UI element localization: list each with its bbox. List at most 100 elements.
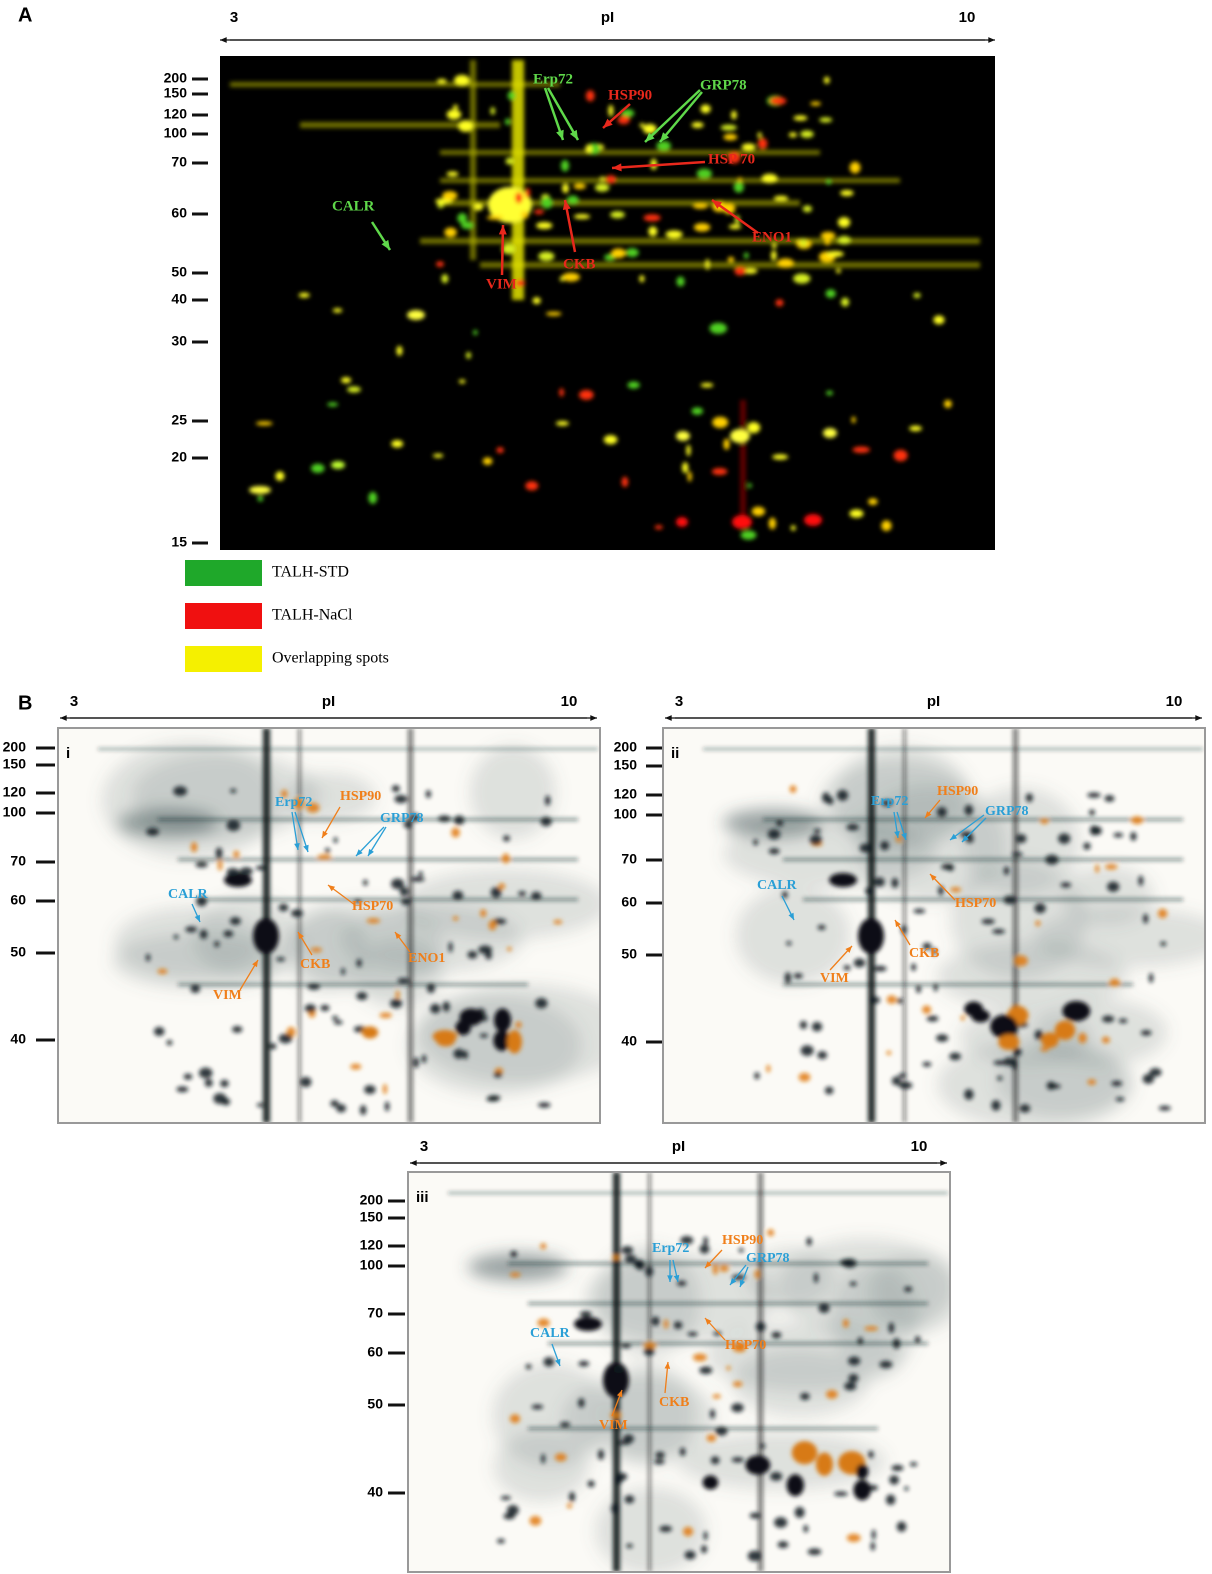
arrow-head <box>556 129 564 140</box>
gel-spot <box>868 498 878 506</box>
gel-spot <box>818 1303 830 1314</box>
gel-spot <box>909 1462 918 1467</box>
gel-spot <box>896 997 903 1004</box>
gel-spot <box>190 841 198 853</box>
gel-spot <box>712 1394 721 1399</box>
gel-spot <box>496 1538 505 1544</box>
mw-label: 40 <box>171 291 187 307</box>
gel-spot <box>782 891 788 899</box>
gel-streak <box>648 1172 651 1572</box>
gel-spot <box>397 977 410 984</box>
gel-spot <box>889 1475 900 1485</box>
gel-spot <box>673 1321 683 1329</box>
gel-spot <box>356 959 362 968</box>
gel-spot <box>848 1374 859 1383</box>
gel-spot <box>473 203 484 211</box>
mw-label: 70 <box>367 1305 383 1321</box>
arrow-head <box>739 1279 746 1287</box>
gel-spot <box>537 1102 551 1108</box>
gel-spot <box>466 351 472 359</box>
gel-spot <box>537 1318 550 1328</box>
gel-spot <box>701 1545 708 1554</box>
gel-spot <box>199 929 208 940</box>
gel-spot <box>786 941 792 946</box>
gel-spot <box>300 1076 312 1088</box>
gel-spot <box>435 261 445 267</box>
gel-spot <box>712 416 729 429</box>
gel-spot <box>740 530 757 540</box>
gel-spot <box>507 946 512 952</box>
gel-spot <box>573 183 586 190</box>
gel-spot <box>815 1452 833 1476</box>
gel-spot <box>327 402 339 407</box>
gel-spot <box>682 1526 694 1537</box>
gel-spot <box>767 829 781 840</box>
gel-spot <box>904 1286 913 1292</box>
gel-spot <box>1011 852 1023 857</box>
gel-spot <box>1113 832 1124 838</box>
gel-spot <box>914 1336 921 1343</box>
gel-spot <box>394 794 408 804</box>
gel-spot <box>255 865 267 871</box>
gel-spot <box>612 1255 620 1260</box>
protein-label: Erp72 <box>871 794 908 809</box>
gel-spot <box>500 1495 511 1501</box>
gel-spot <box>553 919 563 925</box>
gel-spot <box>368 491 378 504</box>
gel-spot <box>493 1071 502 1078</box>
gel-spot <box>738 1248 744 1253</box>
gel-spot <box>774 1517 788 1528</box>
gel-spot <box>317 854 332 860</box>
gel-spot <box>676 431 690 441</box>
gel-spot <box>566 195 579 205</box>
gel-haze-blob <box>723 809 823 837</box>
gel-spot <box>587 1480 595 1488</box>
gel-spot <box>653 1459 665 1465</box>
gel-spot <box>366 918 381 924</box>
gel-band <box>230 82 560 87</box>
gel-spot <box>444 227 457 238</box>
gel-spot <box>853 1479 871 1501</box>
gel-spot <box>881 520 892 532</box>
gel-spot <box>947 863 954 872</box>
gel-spot <box>1060 882 1072 888</box>
gel-band <box>783 858 1183 861</box>
gel-spot <box>1160 941 1167 947</box>
gel-spot <box>793 273 811 284</box>
protein-label: CKB <box>659 1395 689 1410</box>
gel-spot <box>257 495 264 502</box>
protein-label: HSP90 <box>722 1233 763 1248</box>
gel-spot <box>1157 908 1168 919</box>
mw-label: 100 <box>164 125 188 141</box>
gel-spot <box>639 275 645 283</box>
gel-spot <box>173 786 188 797</box>
mw-label: 100 <box>360 1257 384 1273</box>
gel <box>663 728 1205 1123</box>
gel-spot <box>813 1272 819 1284</box>
gel-spot <box>442 1001 450 1012</box>
gel-spot <box>911 963 917 972</box>
gel-spot <box>562 183 569 194</box>
gel-spots <box>98 728 598 1123</box>
gel-spot <box>536 221 553 230</box>
arrow-line <box>546 87 580 141</box>
gel-spot <box>981 918 995 925</box>
arrow-head <box>356 849 363 856</box>
gel-spot <box>515 1021 522 1029</box>
gel-spot <box>891 877 899 888</box>
gel-haze-blob <box>676 1432 886 1490</box>
gel-spot <box>510 1250 518 1258</box>
gel-spot <box>531 1404 544 1410</box>
gel-spot <box>480 909 487 918</box>
arrow-head <box>612 163 622 172</box>
gel-spot <box>1041 1032 1059 1048</box>
gel-background <box>220 56 995 550</box>
mw-label: 70 <box>621 851 637 867</box>
gel-spot <box>784 972 792 984</box>
gel-spot <box>617 115 630 125</box>
gel-label: i <box>66 745 70 762</box>
gel-spot <box>813 828 821 834</box>
mw-label: 60 <box>367 1344 383 1360</box>
gel-spot <box>490 887 502 898</box>
gel-streak <box>740 400 746 520</box>
